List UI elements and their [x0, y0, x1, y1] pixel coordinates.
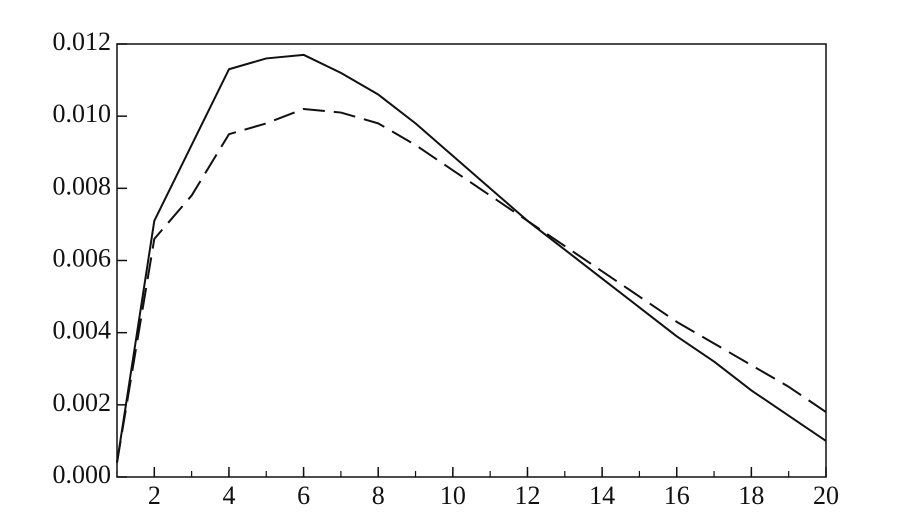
x-tick-label: 12: [514, 481, 540, 510]
x-tick-label: 8: [372, 481, 385, 510]
x-tick-label: 2: [148, 481, 161, 510]
x-tick-label: 10: [440, 481, 466, 510]
x-tick-label: 18: [738, 481, 764, 510]
y-tick-label: 0.006: [53, 243, 112, 272]
x-tick-label: 16: [664, 481, 690, 510]
x-tick-label: 6: [297, 481, 310, 510]
line-series: [116, 107, 827, 463]
x-tick-label: 14: [589, 481, 615, 510]
x-tick-label: 20: [813, 481, 839, 510]
x-tick-label: 4: [222, 481, 235, 510]
y-tick-label: 0.004: [53, 316, 112, 345]
y-tick-label: 0.010: [53, 99, 112, 128]
y-tick-label: 0.000: [53, 460, 112, 489]
line-series: [116, 53, 827, 463]
y-tick-label: 0.008: [53, 171, 112, 200]
y-tick-label: 0.002: [53, 388, 112, 417]
y-tick-label: 0.012: [53, 27, 112, 56]
plot-frame: [116, 43, 827, 478]
